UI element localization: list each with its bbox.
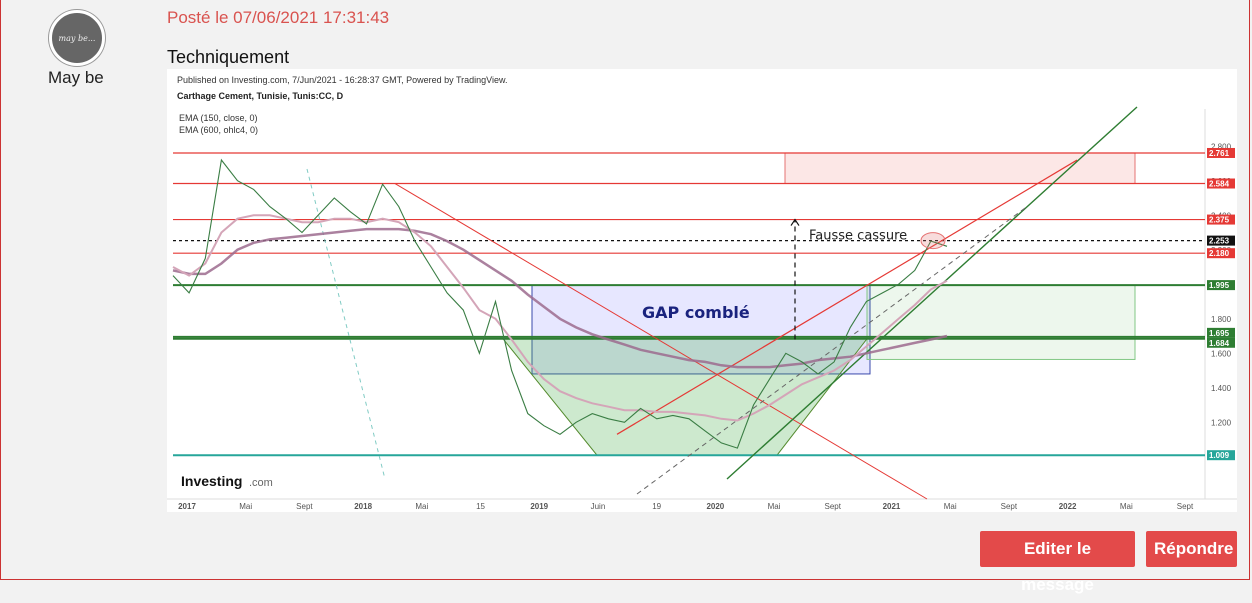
edit-message-button[interactable]: Editer le message — [980, 531, 1135, 594]
price-level-label: 2.584 — [1209, 180, 1230, 189]
gap-zone — [531, 284, 871, 375]
price-level-badge — [1207, 337, 1235, 348]
price-level-badge — [1207, 248, 1235, 259]
price-level-badge — [1207, 147, 1235, 158]
x-tick-label: 2020 — [706, 502, 724, 511]
avatar[interactable]: may be... — [49, 10, 105, 66]
y-tick-label: 1.400 — [1211, 384, 1232, 393]
price-level-badge — [1207, 280, 1235, 291]
y-tick-label: 1.600 — [1211, 349, 1232, 358]
x-tick-label: Mai — [415, 502, 428, 511]
x-tick-label: 15 — [476, 502, 485, 511]
avatar-text: may be... — [58, 33, 96, 43]
price-level-badge — [1207, 214, 1235, 225]
x-tick-label: 2021 — [883, 502, 901, 511]
x-tick-label: Mai — [1120, 502, 1133, 511]
ema150-series-line — [172, 214, 948, 422]
false-break-annotation: Fausse cassure — [809, 229, 907, 244]
price-level-label: 1.995 — [1209, 281, 1230, 290]
x-tick-label: 2017 — [178, 502, 196, 511]
x-tick-label: 2018 — [354, 502, 372, 511]
post-title: Techniquement — [167, 47, 290, 67]
x-tick-label: Sept — [1177, 502, 1194, 511]
brand-logo: Investing — [181, 473, 242, 489]
false-break-arrowhead — [790, 218, 800, 226]
y-tick-label: 1.200 — [1211, 418, 1232, 427]
price-level-label: 2.375 — [1209, 216, 1230, 225]
price-level-badge — [1207, 178, 1235, 189]
uptrend-red-line — [616, 159, 1078, 435]
x-tick-label: Sept — [296, 502, 313, 511]
x-tick-label: 2019 — [530, 502, 548, 511]
price-level-label: 1.009 — [1209, 451, 1230, 460]
x-tick-label: Juin — [591, 502, 606, 511]
support-zone — [866, 284, 1136, 360]
posted-date: Posté le 07/06/2021 17:31:43 — [167, 8, 390, 27]
chart-image: Published on Investing.com, 7/Jun/2021 -… — [167, 69, 1237, 512]
chart-indicator-1: EMA (600, ohlc4, 0) — [179, 125, 258, 135]
breakout-highlight — [920, 232, 946, 250]
brand-logo-suffix: .com — [249, 477, 273, 489]
price-level-label: 2.180 — [1209, 249, 1230, 258]
price-level-label: 2.253 — [1209, 237, 1230, 246]
ema600-series-line — [172, 227, 948, 369]
chart-header: Published on Investing.com, 7/Jun/2021 -… — [177, 75, 508, 85]
x-tick-label: Mai — [944, 502, 957, 511]
price-level-badge — [1207, 450, 1235, 461]
price-chart: Published on Investing.com, 7/Jun/2021 -… — [167, 75, 1237, 511]
price-series-line — [172, 158, 948, 449]
teal-dashed-line — [306, 168, 386, 480]
price-level-label: 2.761 — [1209, 149, 1230, 158]
y-tick-label: 1.800 — [1211, 315, 1232, 324]
author-name[interactable]: May be — [48, 68, 104, 87]
downtrend-line — [394, 183, 928, 500]
cup-zone — [501, 338, 869, 456]
chart-indicator-0: EMA (150, close, 0) — [179, 113, 258, 123]
x-tick-label: Mai — [768, 502, 781, 511]
uptrend-green-line — [726, 106, 1138, 480]
gap-annotation: GAP comblé — [642, 303, 750, 322]
x-tick-label: Mai — [239, 502, 252, 511]
reply-button[interactable]: Répondre — [1146, 531, 1237, 567]
chart-instrument: Carthage Cement, Tunisie, Tunis:CC, D — [177, 91, 344, 101]
price-level-label: 1.684 — [1209, 339, 1230, 348]
x-tick-label: 19 — [652, 502, 661, 511]
y-tick-label: 2.800 — [1211, 142, 1232, 151]
price-level-badge — [1207, 327, 1235, 338]
x-tick-label: Sept — [825, 502, 842, 511]
x-tick-label: 2022 — [1059, 502, 1077, 511]
price-level-label: 1.695 — [1209, 329, 1230, 338]
price-level-badge — [1207, 235, 1235, 246]
x-tick-label: Sept — [1001, 502, 1018, 511]
resistance-zone — [784, 152, 1136, 185]
